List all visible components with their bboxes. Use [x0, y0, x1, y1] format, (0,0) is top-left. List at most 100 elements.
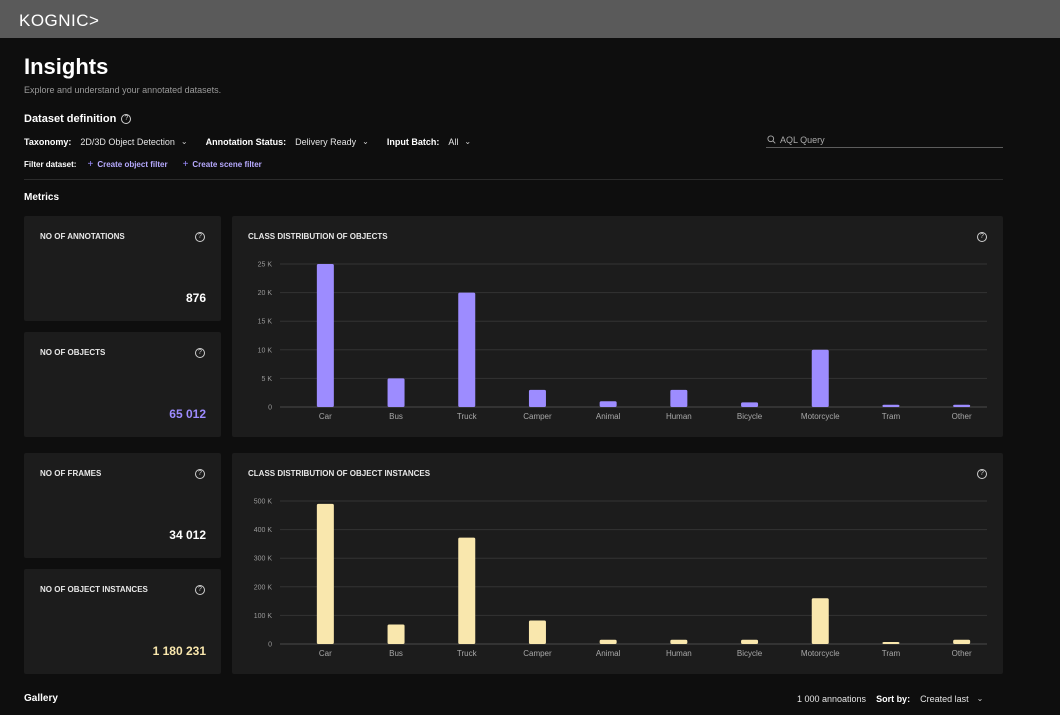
bar-truck[interactable]: [458, 537, 476, 644]
help-circle-icon[interactable]: ?: [195, 585, 205, 595]
x-tick-label: Other: [952, 649, 972, 658]
bar-camper[interactable]: [528, 620, 546, 644]
bar-bus[interactable]: [387, 378, 405, 407]
x-tick-label: Camper: [523, 649, 552, 658]
bar-motorcycle[interactable]: [811, 349, 829, 407]
y-tick-label: 300 K: [254, 556, 273, 563]
objects-value: 65 012: [169, 407, 206, 421]
annotations-label: NO OF ANNOTATIONS: [40, 232, 125, 241]
y-tick-label: 100 K: [254, 613, 273, 620]
divider: [24, 179, 1003, 180]
y-tick-label: 400 K: [254, 527, 273, 534]
annotation-count: 1 000 annoations: [797, 694, 867, 704]
bar-bus[interactable]: [387, 624, 405, 644]
help-circle-icon[interactable]: ?: [195, 469, 205, 479]
y-tick-label: 500 K: [254, 499, 273, 506]
bar-bicycle[interactable]: [741, 639, 759, 644]
filter-dataset-label: Filter dataset:: [24, 160, 77, 169]
bar-motorcycle[interactable]: [811, 598, 829, 644]
x-tick-label: Bicycle: [737, 649, 763, 658]
x-tick-label: Other: [952, 412, 972, 421]
status-select[interactable]: Delivery Ready: [295, 137, 357, 147]
sort-select[interactable]: Created last: [920, 694, 969, 704]
objects-label: NO OF OBJECTS: [40, 348, 106, 357]
frames-label: NO OF FRAMES: [40, 469, 102, 478]
help-circle-icon[interactable]: ?: [195, 348, 205, 358]
y-tick-label: 15 K: [258, 319, 273, 326]
plus-icon: +: [87, 159, 94, 170]
objects-card: NO OF OBJECTS ? 65 012: [24, 332, 221, 437]
help-circle-icon[interactable]: ?: [195, 232, 205, 242]
bar-other[interactable]: [953, 404, 971, 407]
batch-label: Input Batch:: [386, 137, 440, 147]
y-tick-label: 10 K: [258, 347, 273, 354]
y-tick-label: 25 K: [258, 262, 273, 269]
x-tick-label: Animal: [596, 412, 621, 421]
filter-dataset-row: Filter dataset: + Create object filter +…: [24, 159, 277, 171]
y-tick-label: 0: [268, 405, 272, 412]
annotations-card: NO OF ANNOTATIONS ? 876: [24, 216, 221, 321]
bar-bicycle[interactable]: [741, 402, 759, 407]
aql-search-placeholder: AQL Query: [780, 134, 825, 145]
batch-select[interactable]: All: [448, 137, 459, 147]
y-tick-label: 5 K: [261, 376, 272, 383]
x-tick-label: Bicycle: [737, 412, 763, 421]
insights-page: Insights Explore and understand your ann…: [0, 38, 1060, 715]
status-label: Annotation Status:: [205, 137, 287, 147]
page-title: Insights: [24, 54, 109, 79]
bar-tram[interactable]: [882, 404, 900, 407]
x-tick-label: Tram: [882, 412, 901, 421]
object-instances-label: NO OF OBJECT INSTANCES: [40, 585, 148, 594]
object-instances-value: 1 180 231: [152, 644, 206, 658]
page-subtitle: Explore and understand your annotated da…: [24, 85, 222, 95]
chevron-down-icon[interactable]: ⌄: [464, 137, 472, 146]
bar-animal[interactable]: [599, 401, 617, 407]
bar-tram[interactable]: [882, 641, 900, 644]
frames-value: 34 012: [169, 528, 206, 542]
y-tick-label: 0: [268, 642, 272, 649]
sort-label: Sort by:: [876, 694, 911, 704]
chevron-down-icon[interactable]: ⌄: [362, 137, 369, 146]
dataset-definition-label: Dataset definition: [24, 113, 117, 125]
top-bar: KOGNIC>: [0, 0, 1060, 38]
chevron-down-icon[interactable]: ⌄: [976, 694, 984, 703]
bar-human[interactable]: [670, 639, 688, 644]
plus-icon: +: [182, 159, 189, 170]
gallery-controls: 1 000 annoations Sort by: Created last ⌄: [797, 693, 983, 705]
chart-title: CLASS DISTRIBUTION OF OBJECTS: [248, 232, 388, 241]
create-scene-filter-button[interactable]: Create scene filter: [192, 160, 262, 169]
x-tick-label: Motorcycle: [801, 412, 840, 421]
y-tick-label: 200 K: [254, 584, 273, 591]
help-circle-icon[interactable]: ?: [977, 469, 987, 479]
bar-other[interactable]: [953, 639, 971, 644]
create-object-filter-button[interactable]: Create object filter: [97, 160, 168, 169]
kognic-logo[interactable]: KOGNIC>: [19, 11, 100, 30]
bar-camper[interactable]: [528, 389, 546, 407]
annotations-value: 876: [185, 291, 206, 305]
x-tick-label: Truck: [457, 412, 478, 421]
search-icon: [767, 135, 776, 144]
taxonomy-select[interactable]: 2D/3D Object Detection: [80, 137, 175, 147]
aql-search-input[interactable]: AQL Query: [766, 132, 1003, 148]
help-circle-icon[interactable]: ?: [977, 232, 987, 242]
dataset-definition-heading: Dataset definition ?: [24, 112, 132, 126]
x-tick-label: Human: [666, 412, 692, 421]
bar-human[interactable]: [670, 389, 688, 407]
chevron-down-icon[interactable]: ⌄: [180, 137, 188, 146]
gallery-heading: Gallery: [24, 693, 58, 704]
y-tick-label: 20 K: [258, 290, 273, 297]
x-tick-label: Car: [319, 649, 332, 658]
help-circle-icon[interactable]: ?: [121, 114, 132, 124]
frames-card: NO OF FRAMES ? 34 012: [24, 453, 221, 558]
instances-bar-chart: 0 100 K 200 K 300 K 400 K 500 K Car Bus Truck Cam…: [254, 499, 987, 658]
metrics-heading: Metrics: [24, 192, 60, 203]
bar-car[interactable]: [316, 264, 334, 407]
bar-truck[interactable]: [458, 292, 476, 407]
x-tick-label: Motorcycle: [801, 649, 840, 658]
x-tick-label: Bus: [389, 412, 403, 421]
instances-chart-card: CLASS DISTRIBUTION OF OBJECT INSTANCES ?…: [232, 453, 1003, 674]
x-tick-label: Tram: [882, 649, 901, 658]
bar-animal[interactable]: [599, 639, 617, 644]
x-tick-label: Truck: [457, 649, 478, 658]
bar-car[interactable]: [316, 503, 334, 644]
